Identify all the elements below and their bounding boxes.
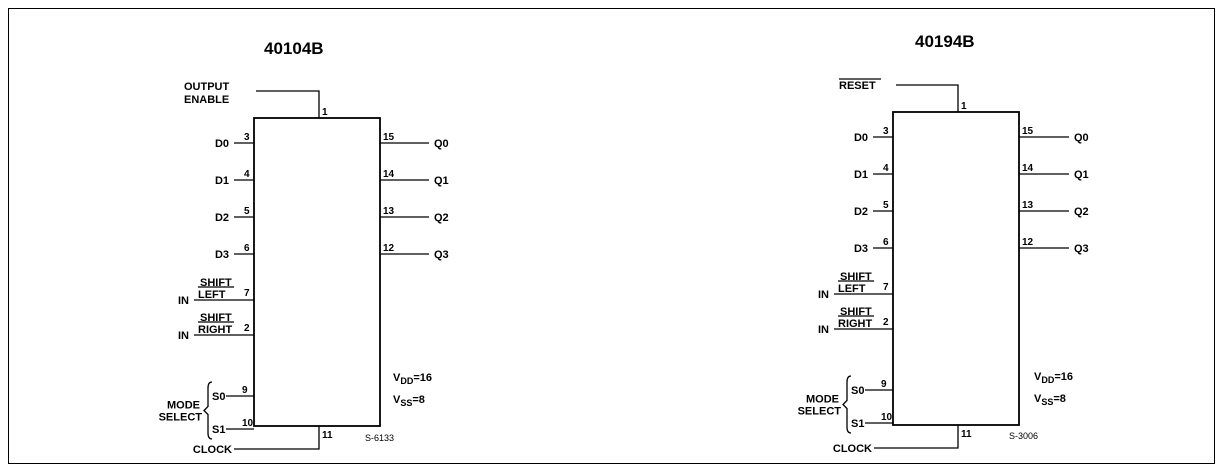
pin-label: S0 bbox=[851, 385, 864, 397]
pin-line-top bbox=[256, 90, 320, 118]
pin-line-bottom bbox=[234, 426, 320, 450]
clock-label: CLOCK bbox=[193, 444, 232, 456]
mode-brace bbox=[842, 375, 852, 434]
mode-brace bbox=[203, 381, 213, 440]
pin-number: 14 bbox=[1022, 163, 1034, 174]
pin-label: D0 bbox=[854, 132, 868, 144]
pin-label: Q0 bbox=[434, 138, 449, 150]
figure-code: S-3006 bbox=[1009, 431, 1038, 441]
pin-label: D1 bbox=[854, 169, 868, 181]
top-pin-label: OUTPUT bbox=[184, 81, 230, 93]
pin-number: 3 bbox=[883, 126, 889, 137]
chip-body bbox=[892, 111, 1020, 426]
serial-label-top: SHIFT bbox=[200, 277, 232, 289]
mode-label: SELECT bbox=[159, 412, 203, 424]
pin-number: 12 bbox=[1022, 237, 1034, 248]
serial-label-top: SHIFT bbox=[200, 312, 232, 324]
pinout-diagram-canvas: 40104B1OUTPUTENABLE3D04D15D26D315Q014Q11… bbox=[159, 32, 1089, 456]
pin-number: 4 bbox=[883, 163, 889, 174]
top-pin-label: RESET bbox=[839, 80, 876, 92]
pin-number: 4 bbox=[244, 169, 250, 180]
pin-number: 11 bbox=[322, 430, 333, 441]
serial-prefix: IN bbox=[178, 330, 189, 342]
vss-label: VSS=8 bbox=[1034, 393, 1066, 407]
pin-label: S1 bbox=[851, 418, 864, 430]
clock-label: CLOCK bbox=[833, 443, 872, 455]
pin-label: Q3 bbox=[434, 249, 449, 261]
pin-label: Q2 bbox=[434, 212, 449, 224]
pin-number: 15 bbox=[1022, 126, 1034, 137]
pin-number: 15 bbox=[383, 132, 395, 143]
pin-number: 14 bbox=[383, 169, 395, 180]
pin-number: 12 bbox=[383, 243, 395, 254]
pin-label: D0 bbox=[215, 138, 229, 150]
pin-label: Q0 bbox=[1074, 132, 1089, 144]
pin-label: D1 bbox=[215, 175, 229, 187]
pin-label: Q2 bbox=[1074, 206, 1089, 218]
figure-code: S-6133 bbox=[365, 433, 394, 443]
pin-label: Q1 bbox=[434, 175, 449, 187]
pin-label: S0 bbox=[212, 391, 225, 403]
pin-number: 5 bbox=[883, 200, 889, 211]
vdd-label: VDD=16 bbox=[393, 372, 432, 386]
top-pin-label: ENABLE bbox=[184, 94, 229, 106]
mode-label: MODE bbox=[806, 394, 839, 406]
pin-number: 5 bbox=[244, 206, 250, 217]
pin-number: 9 bbox=[242, 385, 248, 396]
pin-label: S1 bbox=[212, 424, 225, 436]
chip-body bbox=[253, 117, 381, 427]
pin-label: Q3 bbox=[1074, 243, 1089, 255]
serial-label-top: SHIFT bbox=[840, 271, 872, 283]
serial-prefix: IN bbox=[818, 324, 829, 336]
chip-title: 40194B bbox=[915, 32, 975, 51]
serial-label-bottom: LEFT bbox=[838, 283, 866, 295]
pin-label: D3 bbox=[215, 249, 229, 261]
pin-number: 10 bbox=[881, 412, 893, 423]
serial-prefix: IN bbox=[818, 289, 829, 301]
chip-title: 40104B bbox=[264, 39, 324, 58]
serial-label-top: SHIFT bbox=[840, 306, 872, 318]
pin-number: 13 bbox=[383, 206, 395, 217]
pin-number: 7 bbox=[883, 282, 889, 293]
diagram-frame: 40104B 1 OUTPUT ENABLE 3 D0 4 D1 5 D2 6 D3 15 Q0 14 Q1 1… bbox=[8, 8, 1215, 464]
serial-prefix: IN bbox=[178, 295, 189, 307]
mode-label: MODE bbox=[167, 400, 200, 412]
pin-number: 2 bbox=[244, 323, 250, 334]
pin-label: D3 bbox=[854, 243, 868, 255]
pin-number: 11 bbox=[961, 429, 972, 440]
pin-number: 6 bbox=[883, 237, 889, 248]
pin-line-bottom bbox=[874, 425, 959, 449]
serial-label-bottom: RIGHT bbox=[838, 318, 873, 330]
pin-number: 9 bbox=[881, 379, 887, 390]
pin-number: 2 bbox=[883, 317, 889, 328]
serial-label-bottom: LEFT bbox=[198, 289, 226, 301]
pin-label: Q1 bbox=[1074, 169, 1089, 181]
vss-label: VSS=8 bbox=[393, 394, 425, 408]
pin-number: 1 bbox=[961, 101, 967, 112]
pin-number: 6 bbox=[244, 243, 250, 254]
mode-label: SELECT bbox=[798, 406, 842, 418]
pin-line-top bbox=[896, 84, 959, 112]
serial-label-bottom: RIGHT bbox=[198, 324, 233, 336]
pin-number: 10 bbox=[242, 418, 254, 429]
ic-diagram-40194B: 40194B 1 RESET 3 D0 4 D1 5 D2 6 D3 15 Q0 14 Q1 13 Q2 12 Q3… bbox=[798, 32, 1089, 455]
pin-number: 1 bbox=[322, 107, 328, 118]
pin-number: 3 bbox=[244, 132, 250, 143]
vdd-label: VDD=16 bbox=[1034, 371, 1073, 385]
pin-number: 7 bbox=[244, 288, 250, 299]
pin-label: D2 bbox=[854, 206, 868, 218]
pin-label: D2 bbox=[215, 212, 229, 224]
pin-number: 13 bbox=[1022, 200, 1034, 211]
